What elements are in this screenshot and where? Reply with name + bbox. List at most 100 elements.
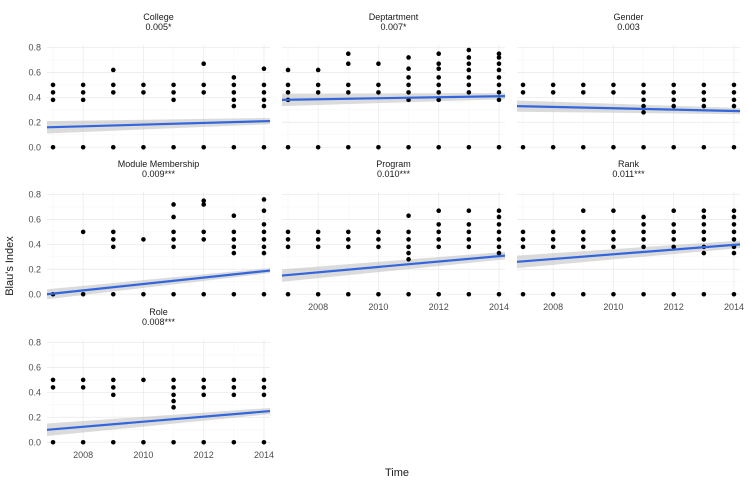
- data-point: [201, 439, 207, 445]
- x-tick-label: 2012: [664, 302, 684, 312]
- data-point: [261, 82, 267, 88]
- data-point: [110, 229, 116, 235]
- data-point: [231, 103, 237, 109]
- data-point: [201, 392, 207, 398]
- data-point: [580, 144, 586, 150]
- data-point: [550, 82, 556, 88]
- data-point: [731, 214, 737, 220]
- panel-title: Program: [376, 159, 411, 169]
- data-point: [701, 291, 707, 297]
- data-point: [141, 82, 146, 88]
- data-point: [80, 291, 86, 297]
- data-point: [141, 144, 146, 150]
- data-point: [261, 103, 267, 109]
- data-point: [731, 222, 737, 227]
- data-point: [110, 90, 116, 95]
- x-tick-label: 2014: [489, 302, 509, 312]
- data-point: [671, 237, 677, 242]
- data-point: [50, 439, 56, 445]
- data-point: [80, 439, 86, 445]
- data-point: [50, 82, 56, 88]
- data-point: [701, 90, 707, 95]
- data-point: [201, 237, 207, 242]
- y-tick-label: 0.8: [28, 189, 41, 199]
- data-point: [141, 237, 146, 242]
- data-point: [80, 144, 86, 150]
- data-point: [520, 244, 526, 250]
- data-point: [406, 257, 411, 262]
- data-point: [376, 237, 381, 242]
- data-point: [466, 61, 472, 67]
- data-point: [731, 82, 737, 88]
- data-point: [671, 229, 677, 235]
- regression-line: [46, 409, 271, 431]
- data-point: [171, 405, 176, 410]
- data-point: [376, 229, 381, 235]
- data-point: [261, 439, 267, 445]
- data-point: [261, 229, 267, 235]
- data-point: [406, 250, 411, 256]
- data-point: [261, 244, 267, 250]
- data-point: [641, 103, 646, 109]
- data-point: [201, 144, 207, 150]
- data-point: [496, 229, 502, 235]
- data-point: [261, 97, 267, 103]
- data-point: [345, 229, 351, 235]
- data-point: [285, 67, 291, 73]
- data-point: [231, 250, 237, 256]
- data-point: [496, 237, 502, 242]
- data-point: [466, 144, 472, 150]
- data-point: [496, 55, 502, 60]
- data-point: [496, 144, 502, 150]
- data-point: [285, 144, 291, 150]
- data-point: [641, 90, 646, 95]
- data-point: [345, 237, 351, 242]
- data-point: [261, 377, 267, 383]
- data-point: [406, 237, 411, 242]
- data-point: [231, 75, 237, 80]
- data-point: [376, 82, 381, 88]
- data-point: [701, 144, 707, 150]
- data-point: [376, 244, 381, 250]
- data-point: [110, 392, 116, 398]
- data-point: [466, 75, 472, 80]
- data-point: [231, 392, 237, 398]
- data-point: [701, 237, 707, 242]
- data-point: [50, 144, 56, 150]
- data-point: [436, 144, 442, 150]
- data-point: [376, 144, 381, 150]
- data-point: [550, 244, 556, 250]
- regression-line: [46, 269, 271, 296]
- y-tick-label: 0.0: [28, 142, 41, 152]
- data-point: [201, 377, 207, 383]
- data-point: [50, 97, 56, 103]
- y-tick-label: 0.8: [28, 337, 41, 347]
- data-point: [201, 229, 207, 235]
- data-point: [671, 103, 677, 109]
- data-point: [261, 385, 267, 390]
- data-point: [315, 237, 321, 242]
- data-point: [520, 237, 526, 242]
- data-point: [110, 291, 116, 297]
- data-point: [171, 214, 176, 220]
- data-point: [550, 229, 556, 235]
- x-tick-label: 2008: [308, 302, 328, 312]
- data-point: [496, 291, 502, 297]
- data-point: [376, 291, 381, 297]
- data-point: [201, 82, 207, 88]
- data-point: [641, 144, 646, 150]
- data-point: [406, 213, 411, 218]
- data-point: [641, 110, 646, 115]
- data-point: [466, 208, 472, 214]
- data-point: [285, 82, 291, 88]
- data-point: [611, 90, 616, 95]
- x-tick-label: 2010: [368, 302, 388, 312]
- data-point: [376, 61, 381, 67]
- data-point: [436, 51, 442, 57]
- data-point: [110, 244, 116, 250]
- data-point: [315, 291, 321, 297]
- data-point: [231, 82, 237, 88]
